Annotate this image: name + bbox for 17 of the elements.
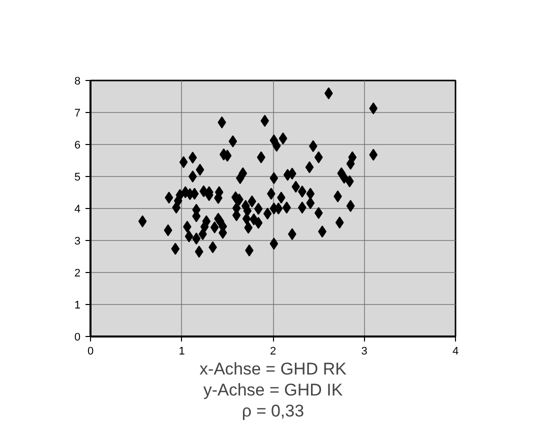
- x-tick-label: 2: [270, 346, 276, 358]
- y-tick-label: 3: [74, 236, 81, 248]
- y-tick-label: 7: [74, 108, 81, 120]
- y-tick-label: 6: [74, 140, 81, 152]
- y-tick-label: 8: [74, 76, 81, 88]
- x-tick-label: 4: [452, 346, 459, 358]
- x-tick-label: 3: [361, 346, 368, 358]
- y-tick-label: 1: [74, 300, 81, 312]
- text: ρ = 0,33: [242, 402, 304, 420]
- text: y-Achse = GHD IK: [203, 380, 344, 400]
- y-tick-label: 4: [74, 204, 81, 216]
- text: x-Achse = GHD RK: [200, 360, 348, 378]
- x-tick-label: 0: [87, 346, 94, 358]
- x-tick-label: 1: [178, 346, 185, 358]
- y-tick-label: 2: [74, 268, 81, 280]
- y-tick-label: 5: [74, 172, 81, 184]
- y-tick-label: 0: [74, 332, 81, 344]
